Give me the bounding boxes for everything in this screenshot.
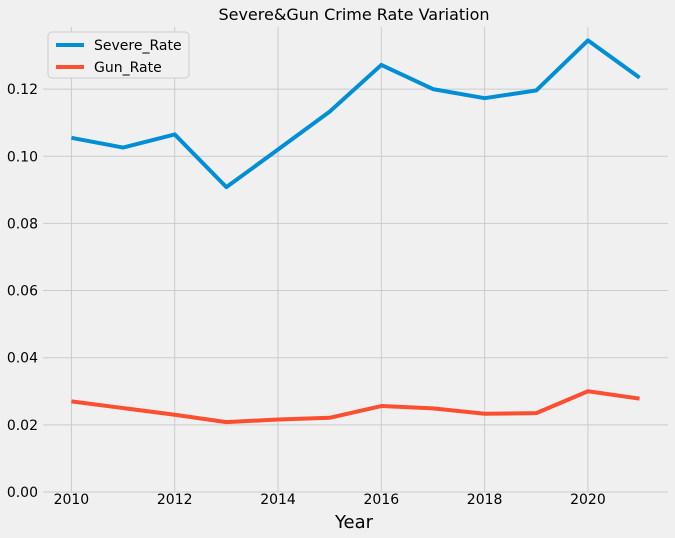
series-line-severe-rate <box>71 38 641 190</box>
y-tick-label: 0.10 <box>7 149 38 165</box>
y-tick-label: 0.00 <box>7 485 38 501</box>
legend: Severe_Rate Gun_Rate <box>47 31 190 79</box>
x-tick-label: 2012 <box>157 492 193 508</box>
x-tick-label: 2016 <box>364 492 400 508</box>
y-axis-ticks: 0.00 0.02 0.04 0.06 0.08 0.10 0.12 <box>7 82 38 501</box>
legend-label: Severe_Rate <box>94 38 182 54</box>
series-layer <box>71 38 641 425</box>
chart-title: Severe&Gun Crime Rate Variation <box>218 5 489 24</box>
y-tick-label: 0.04 <box>7 351 38 367</box>
x-tick-label: 2010 <box>54 492 90 508</box>
x-tick-label: 2014 <box>260 492 296 508</box>
x-tick-label: 2020 <box>570 492 606 508</box>
series-line-gun-rate <box>71 389 640 425</box>
x-tick-label: 2018 <box>467 492 503 508</box>
y-tick-label: 0.02 <box>7 418 38 434</box>
legend-label: Gun_Rate <box>94 60 162 76</box>
y-tick-label: 0.06 <box>7 284 38 300</box>
x-axis-label: Year <box>334 512 374 533</box>
y-tick-label: 0.12 <box>7 82 38 98</box>
y-tick-label: 0.08 <box>7 216 38 232</box>
x-axis-ticks: 2010 2012 2014 2016 2018 2020 <box>54 492 606 508</box>
grid <box>43 27 668 493</box>
